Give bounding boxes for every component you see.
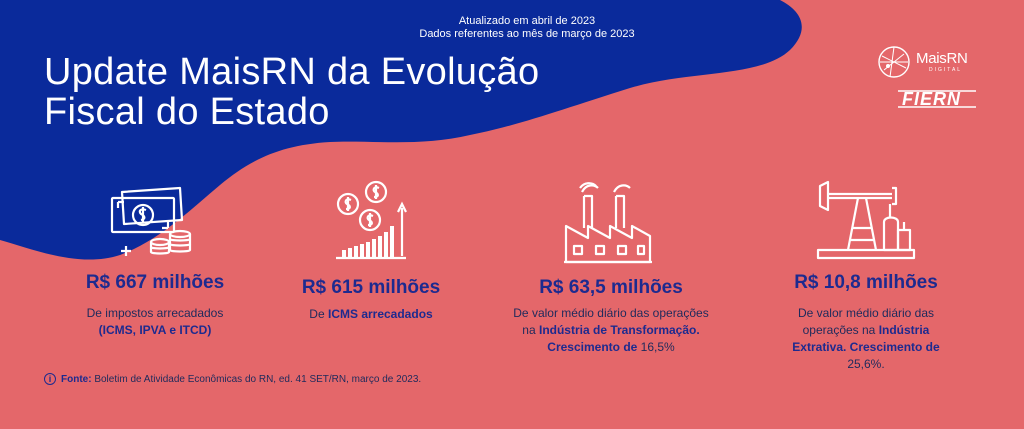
card-1-description: De impostos arrecadados (ICMS, IPVA e IT… [70,305,240,339]
card-4-desc-text: De valor médio diário das operações na [797,306,935,337]
card-4-desc-highlight: Indústria Extrativa. Crescimento de [792,323,940,354]
card-1-desc-text: De impostos arrecadados [86,306,224,320]
maisrn-subtitle: DIGITAL [929,67,963,73]
card-1-desc-highlight: (ICMS, IPVA e ITCD) [98,323,212,337]
maisrn-wordmark: MaisRN [916,50,968,67]
title-line-2: Fiscal do Estado [44,91,330,133]
card-2-desc-text: De [309,307,328,321]
fiern-logo: FIERN [896,88,978,110]
card-3-description: De valor médio diário das operações na I… [511,305,711,356]
data-reference: Dados referentes ao mês de março de 2023 [419,28,635,40]
fiern-wordmark: FIERN [902,89,961,109]
card-4-desc-tail: 25,6%. [847,357,885,371]
card-1-value: R$ 667 milhões [85,272,225,293]
oil-pump-icon [816,180,916,260]
card-3-desc-tail: 16,5% [637,340,675,354]
source-description: Boletim de Atividade Econômicas do RN, e… [91,373,422,385]
fiern-stripes-icon [898,90,976,108]
source-label: Fonte: [61,373,92,385]
factory-icon [564,182,652,264]
update-note: Atualizado em abril de 2023 Dados refere… [362,15,692,41]
money-coins-icon [110,186,192,256]
source-footnote: i Fonte: Boletim de Atividade Econômicas… [44,373,421,385]
page-title: Update MaisRN da Evolução Fiscal do Esta… [44,52,539,132]
card-3-value: R$ 63,5 milhões [539,277,683,298]
updated-date: Atualizado em abril de 2023 [458,15,596,27]
card-2-description: De ICMS arrecadados [276,306,466,323]
source-text: Fonte: Boletim de Atividade Econômicas d… [61,374,421,385]
card-4-value: R$ 10,8 milhões [794,272,938,293]
card-4-description: De valor médio diário das operações na I… [776,305,956,373]
card-2-value: R$ 615 milhões [301,277,441,298]
card-2-desc-highlight: ICMS arrecadados [327,307,433,321]
maisrn-logo: MaisRN DIGITAL [876,42,976,82]
coins-growth-chart-icon [336,180,407,260]
card-3-desc-text: De valor médio diário das operações na [513,306,709,337]
title-line-1: Update MaisRN da Evolução [44,51,540,93]
card-3-desc-highlight: Indústria de Transformação. Crescimento … [538,323,700,354]
globe-icon [878,46,910,78]
info-icon: i [44,373,56,385]
